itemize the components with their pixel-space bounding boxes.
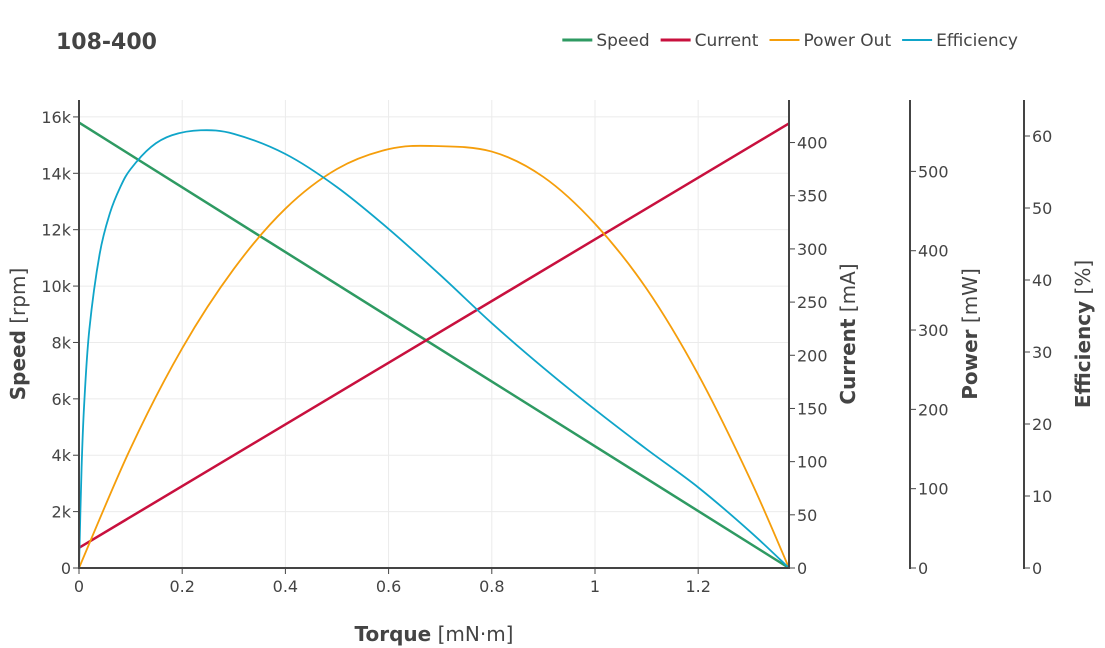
legend-label: Power Out (803, 31, 891, 51)
legend-label: Current (695, 31, 759, 51)
x-tick-label: 1 (590, 577, 600, 596)
series-layer (78, 121, 790, 570)
speed-tick-label: 14k (41, 164, 71, 183)
chart-title: 108-400 (56, 30, 157, 55)
power-tick-label: 300 (918, 321, 949, 340)
x-tick-label: 0.8 (479, 577, 504, 596)
speed-axis-label: Speed (6, 330, 30, 400)
current-tick-label: 300 (797, 240, 828, 259)
legend-label: Speed (596, 31, 649, 51)
speed-axis-unit: [rpm] (6, 268, 30, 330)
series-line-current (78, 122, 790, 549)
grid (79, 100, 789, 568)
speed-tick-label: 16k (41, 108, 71, 127)
speed-tick-label: 2k (52, 503, 72, 522)
efficiency-tick-label: 60 (1032, 127, 1052, 146)
x-tick-label: 0 (74, 577, 84, 596)
current-tick-label: 150 (797, 399, 828, 418)
x-tick-label: 0.4 (273, 577, 298, 596)
speed-tick-label: 6k (52, 390, 72, 409)
current-tick-label: 200 (797, 346, 828, 365)
x-axis-title: Torque [mN·m] (355, 622, 514, 646)
efficiency-tick-label: 50 (1032, 199, 1052, 218)
x-tick-label: 0.2 (169, 577, 194, 596)
current-axis-title: Current [mA] (836, 263, 860, 404)
legend-item-power-out[interactable]: Power Out (769, 31, 891, 51)
x-tick-label: 0.6 (376, 577, 401, 596)
speed-axis-title: Speed [rpm] (6, 268, 30, 401)
speed-tick-label: 12k (41, 221, 71, 240)
series-line-power-out (78, 144, 790, 569)
current-axis-label: Current (836, 318, 860, 404)
legend-item-current[interactable]: Current (660, 31, 759, 51)
power-tick-label: 400 (918, 242, 949, 261)
efficiency-tick-label: 20 (1032, 415, 1052, 434)
current-tick-label: 0 (797, 559, 807, 578)
axes: 0 0.2 0.4 0.6 0.8 1 1.2 Torque [mN·m] 0 2k 4k 6k 8k 1… (6, 100, 1095, 646)
speed-tick-label: 0 (61, 559, 71, 578)
series-line-speed (78, 121, 790, 570)
legend-item-efficiency[interactable]: Efficiency (902, 31, 1018, 51)
speed-tick-label: 10k (41, 277, 71, 296)
speed-tick-label: 4k (52, 446, 72, 465)
current-tick-label: 100 (797, 453, 828, 472)
power-tick-label: 100 (918, 480, 949, 499)
power-axis-unit: [mW] (958, 268, 982, 329)
efficiency-tick-label: 10 (1032, 487, 1052, 506)
x-tick-label: 1.2 (685, 577, 710, 596)
current-tick-label: 50 (797, 506, 817, 525)
efficiency-axis-unit: [%] (1071, 260, 1095, 301)
efficiency-axis-title: Efficiency [%] (1071, 260, 1095, 408)
current-tick-label: 250 (797, 293, 828, 312)
efficiency-tick-label: 30 (1032, 343, 1052, 362)
power-axis-title: Power [mW] (958, 268, 982, 400)
current-axis-unit: [mA] (836, 263, 860, 318)
series-line-efficiency (78, 129, 790, 569)
legend-item-speed[interactable]: Speed (562, 31, 650, 51)
power-tick-label: 200 (918, 400, 949, 419)
current-tick-label: 350 (797, 187, 828, 206)
efficiency-tick-label: 0 (1032, 559, 1042, 578)
efficiency-axis-label: Efficiency (1071, 301, 1095, 408)
efficiency-tick-label: 40 (1032, 271, 1052, 290)
speed-tick-label: 8k (52, 333, 72, 352)
x-axis-label: Torque (355, 622, 432, 646)
legend[interactable]: Speed Current Power Out Efficiency (562, 31, 1018, 51)
power-tick-label: 500 (918, 162, 949, 181)
power-axis-label: Power (958, 329, 982, 399)
power-tick-label: 0 (918, 559, 928, 578)
current-tick-label: 400 (797, 134, 828, 153)
x-axis-unit: [mN·m] (431, 622, 513, 646)
legend-label: Efficiency (936, 31, 1018, 51)
